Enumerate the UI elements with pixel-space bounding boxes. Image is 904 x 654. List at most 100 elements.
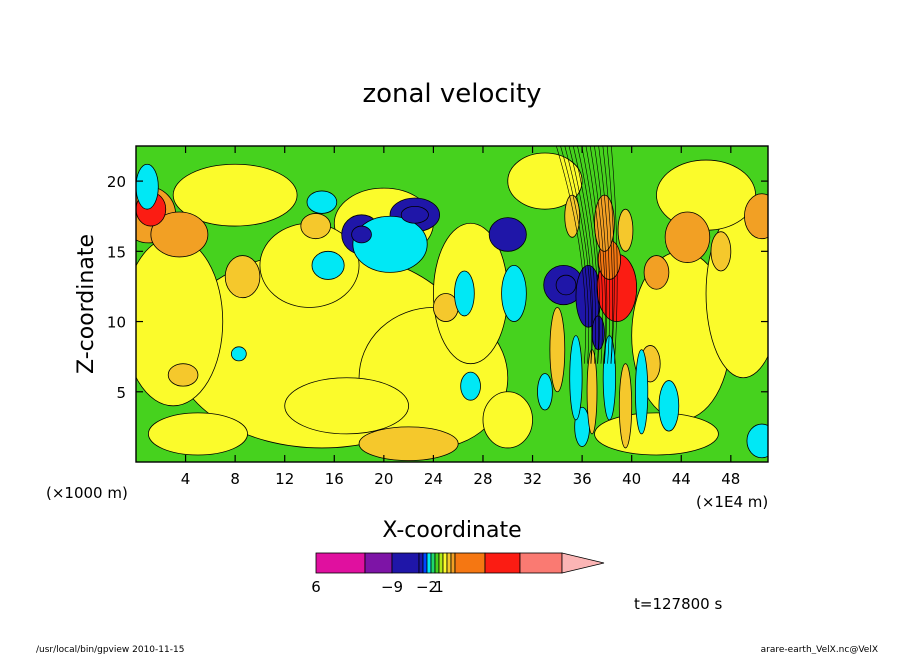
x-tick-label-2: 12 [275,470,294,488]
x-axis-label: X-coordinate [382,518,521,543]
colorbar-segment-13 [484,552,521,574]
contour-region-23 [744,193,768,240]
contour-line-9 [594,146,608,364]
contour-core-1 [400,205,429,224]
time-label: t=127800 s [634,595,722,613]
colorbar-segment-5 [426,552,432,574]
colorbar-segment-9 [442,552,448,574]
x-tick-label-9: 40 [622,470,641,488]
contour-region-41 [537,373,553,411]
colorbar: −9 −21 6 [311,552,605,596]
colorbar-segment-14 [519,552,563,574]
x-axis: 4 8 12 16 20 24 28 32 36 40 44 48 [181,146,740,488]
contour-region-16 [150,211,209,258]
contour-line-1 [560,146,590,364]
contour-region-21 [643,255,670,290]
x-tick-label-10: 44 [672,470,691,488]
contour-region-18 [167,363,199,387]
colorbar-label-0: −9 [381,578,403,596]
contour-line-6 [581,146,601,364]
contour-region-39 [746,423,768,459]
contour-region-22 [710,231,732,272]
contour-line-5 [577,146,599,364]
colorbar-label-3: 6 [311,578,321,596]
y-tick-label-0: 5 [116,384,126,402]
plot-frame [135,145,769,463]
colorbar-segment-11 [450,552,456,574]
contour-region-3 [172,163,298,227]
colorbar-segment-1 [364,552,393,574]
contour-core-0 [351,225,372,244]
contour-region-11 [507,152,583,210]
contour-region-40 [658,380,680,432]
x-tick-label-8: 36 [573,470,592,488]
contour-line-4 [572,146,596,364]
footer-right: arare-earth_VelX.nc@VelX [761,645,878,654]
x-tick-label-7: 32 [523,470,542,488]
colorbar-arrow [561,552,605,574]
x-tick-label-0: 4 [181,470,191,488]
contour-line-0 [556,146,587,364]
colorbar-segment-12 [454,552,486,574]
contour-line-2 [564,146,593,364]
colorbar-segment-6 [430,552,436,574]
colorbar-label-2: 1 [434,578,444,596]
y-tick-label-3: 20 [107,173,126,191]
contour-region-49 [617,208,634,252]
contour-line-10 [598,146,611,364]
plot-area [135,145,769,463]
contour-line-3 [568,146,594,364]
contour-line-13 [611,146,618,364]
x-unit-left: (×1000 m) [46,484,128,502]
contour-region-30 [488,217,527,252]
y-tick-label-2: 15 [107,243,126,261]
contour-line-8 [589,146,606,364]
y-axis-label: Z-coordinate [74,234,99,374]
colorbar-segment-7 [434,552,440,574]
x-tick-label-1: 8 [230,470,240,488]
contour-region-32 [352,215,428,273]
contour-region-14 [284,377,410,435]
contour-region-17 [224,255,261,299]
colorbar-segment-3 [418,552,424,574]
x-tick-label-6: 28 [473,470,492,488]
colorbar-segment-10 [446,552,452,574]
contour-region-38 [460,371,481,401]
chart-title: zonal velocity [362,79,541,109]
x-tick-label-5: 24 [424,470,443,488]
colorbar-segment-8 [438,552,444,574]
contour-region-34 [136,163,159,210]
contour-region-51 [549,307,566,393]
contour-region-52 [569,335,583,421]
contour-line-12 [606,146,615,364]
contour-region-31 [311,250,345,280]
contour-region-53 [586,349,598,435]
contour-region-13 [482,391,533,449]
colorbar-segment-0 [315,552,366,574]
contour-line-11 [602,146,613,364]
contour-region-33 [306,190,338,214]
contour-core-2 [555,274,577,296]
contour-region-20 [664,211,711,263]
colorbar-segment-4 [422,552,428,574]
contour-region-9 [147,412,248,456]
contour-region-35 [231,346,247,362]
contour-line-7 [585,146,603,364]
contour-field [136,146,768,461]
contour-region-55 [618,363,633,449]
contour-region-25 [358,426,459,461]
y-axis: 5 10 15 20 [107,173,768,402]
x-tick-label-11: 48 [721,470,740,488]
footer-left: /usr/local/bin/gpview 2010-11-15 [36,645,184,654]
x-unit-right: (×1E4 m) [696,493,768,511]
contour-region-56 [635,349,649,435]
colorbar-label-1: −2 [416,578,438,596]
contour-region-19 [300,213,331,240]
contour-region-37 [501,264,527,322]
contour-region-36 [454,270,475,317]
colorbar-segment-2 [391,552,420,574]
x-tick-label-3: 16 [325,470,344,488]
y-tick-label-1: 10 [107,314,126,332]
x-tick-label-4: 20 [374,470,393,488]
